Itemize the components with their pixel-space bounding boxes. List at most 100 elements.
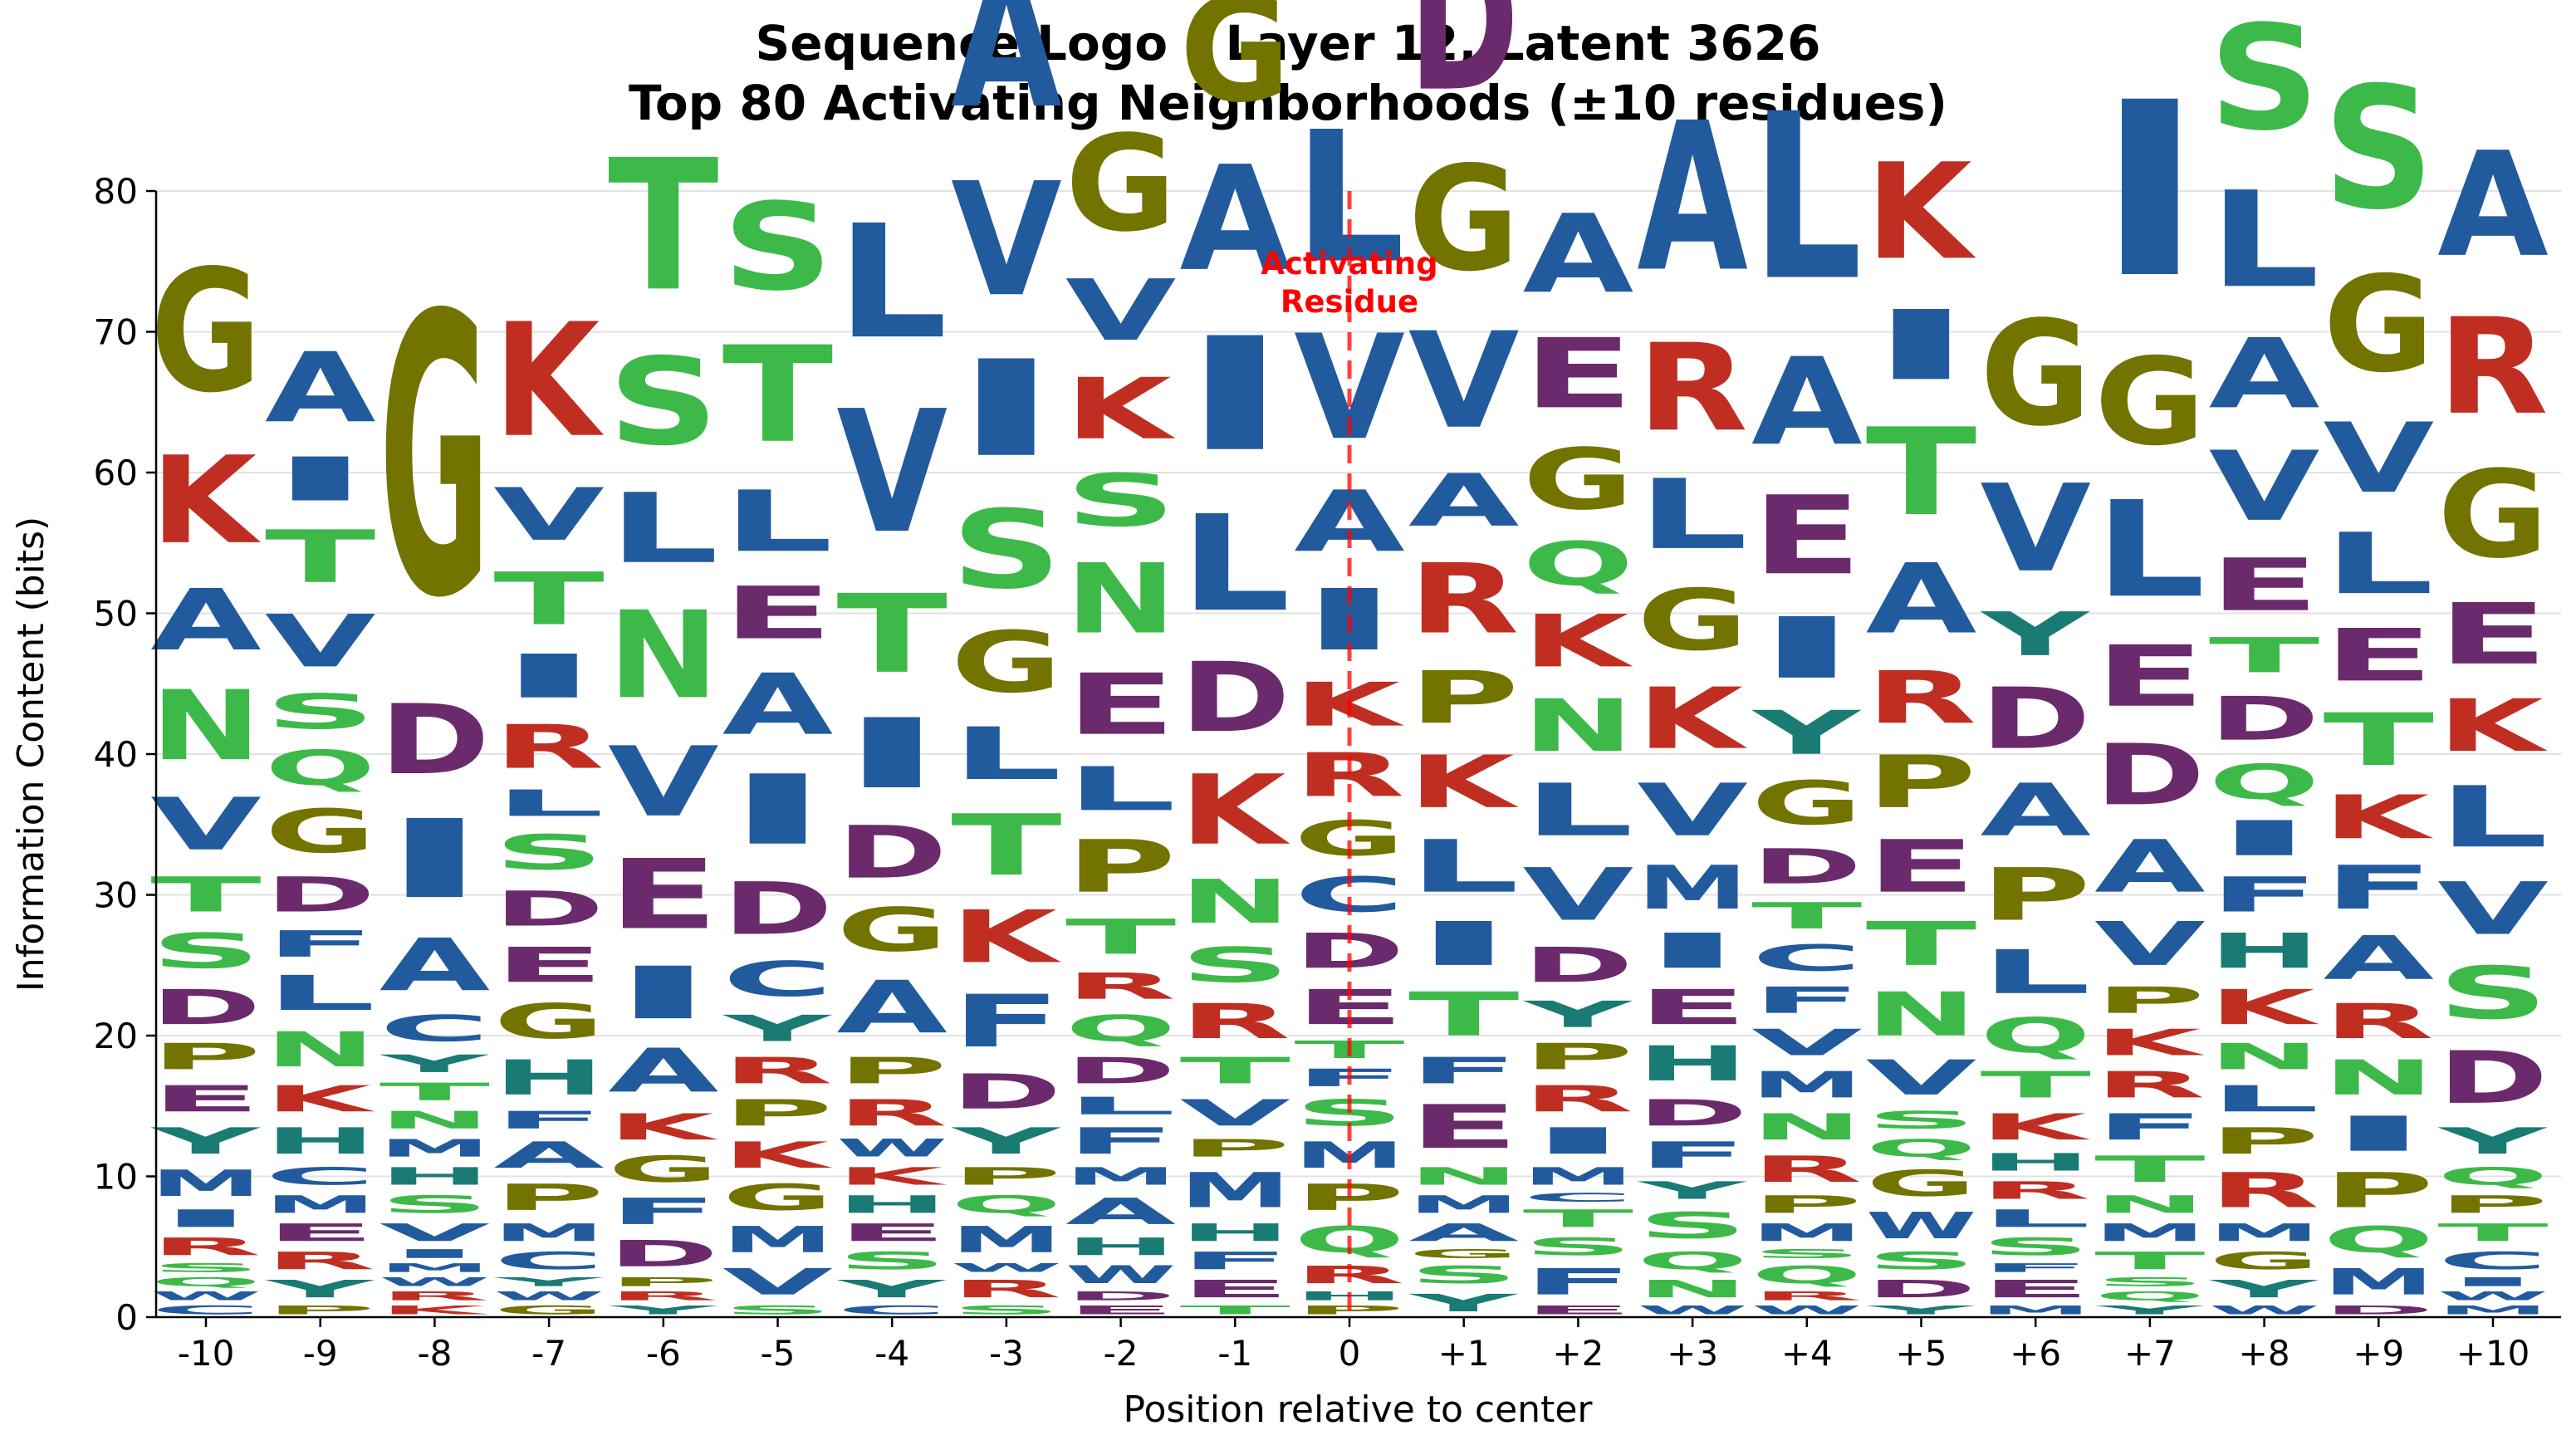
logo-letter: A	[1180, 135, 1291, 303]
logo-letter: P	[493, 1177, 605, 1219]
logo-letter: T	[150, 867, 262, 923]
logo-letter: S	[608, 333, 719, 473]
logo-letter: C	[1523, 1191, 1634, 1205]
logo-letter: W	[1751, 1303, 1863, 1317]
logo-letter: S	[265, 684, 376, 740]
logo-letter: A	[722, 657, 834, 755]
logo-letter: I	[1408, 909, 1520, 979]
logo-letter: R	[1866, 656, 1977, 740]
logo-letter: K	[493, 290, 604, 472]
logo-letter: G	[493, 993, 605, 1049]
logo-letter: R	[836, 1092, 948, 1134]
logo-letter: A	[951, 0, 1062, 149]
logo-letter: Q	[1523, 529, 1634, 600]
logo-letter: I	[1751, 600, 1863, 698]
logo-letter: V	[2209, 431, 2320, 543]
logo-letter: Y	[2208, 1276, 2319, 1304]
logo-letter: V	[2094, 909, 2206, 979]
logo-letter: I	[836, 698, 948, 810]
y-tick-label: 40	[94, 734, 138, 775]
y-tick-label: 30	[94, 875, 138, 916]
logo-letter: T	[1866, 909, 1977, 979]
logo-letter: A	[265, 332, 376, 444]
logo-letter: T	[951, 796, 1062, 894]
logo-letter: S	[2437, 952, 2549, 1036]
logo-letter: I	[608, 952, 719, 1036]
logo-letter: Q	[1751, 1261, 1863, 1289]
logo-letter: D	[150, 979, 262, 1036]
logo-letter: P	[2094, 980, 2206, 1022]
logo-letter: F	[1523, 1261, 1634, 1303]
logo-letter: G	[1523, 430, 1634, 528]
logo-letter: D	[1523, 938, 1634, 994]
logo-letter: E	[2437, 585, 2549, 683]
logo-letter: I	[150, 1205, 262, 1233]
logo-letter: R	[150, 1233, 262, 1261]
logo-letter: I	[380, 1247, 491, 1261]
logo-letter: S	[951, 487, 1062, 613]
logo-letter: H	[1180, 1219, 1291, 1247]
logo-letter: I	[1523, 1120, 1634, 1162]
logo-letter: N	[2094, 1191, 2206, 1219]
logo-letter: T	[722, 318, 834, 473]
logo-letter: S	[1866, 1106, 1977, 1134]
logo-letter: M	[1637, 854, 1748, 923]
logo-letter: P	[1180, 1134, 1291, 1163]
x-tick-label: -1	[1217, 1333, 1252, 1374]
logo-letter: N	[1065, 543, 1177, 655]
logo-letter: V	[1866, 1051, 1977, 1106]
logo-letter: C	[493, 1247, 605, 1275]
logo-letter: V	[265, 600, 376, 683]
logo-letter: F	[1980, 1261, 2091, 1275]
chart-subtitle: Top 80 Activating Neighborhoods (±10 res…	[629, 75, 1947, 131]
logo-letter: K	[150, 430, 261, 571]
logo-letter: R	[1751, 1149, 1863, 1191]
logo-letter: G	[1866, 1163, 1977, 1205]
logo-letter: F	[2324, 853, 2435, 923]
logo-letter: C	[722, 952, 834, 1007]
logo-letter: I	[2324, 1106, 2435, 1163]
grid-lines	[156, 190, 2561, 1178]
logo-letter: N	[2324, 1051, 2435, 1106]
logo-letter: R	[608, 1289, 719, 1303]
logo-letter: P	[1751, 1191, 1863, 1219]
logo-letter: R	[1408, 543, 1520, 655]
logo-letter: T	[836, 572, 948, 698]
logo-letter: R	[493, 713, 605, 782]
logo-letter: K	[1408, 741, 1520, 825]
logo-letter: T	[1408, 979, 1520, 1049]
logo-letter: L	[1065, 754, 1177, 825]
logo-letter: H	[1065, 1233, 1177, 1261]
logo-letter: Q	[1980, 1007, 2091, 1064]
x-tick-label: +4	[1781, 1333, 1833, 1374]
logo-letter: M	[1065, 1163, 1177, 1191]
logo-letter: K	[380, 1303, 491, 1317]
logo-letter: R	[722, 1050, 834, 1092]
logo-letter: D	[1751, 839, 1863, 895]
y-tick-label: 50	[94, 594, 138, 634]
logo-letter: W	[1866, 1205, 1977, 1247]
logo-letter: D	[1866, 1276, 1977, 1304]
logo-letter: R	[1637, 318, 1748, 458]
logo-letter: F	[265, 923, 376, 965]
logo-letter: G	[1180, 0, 1291, 135]
logo-letter: T	[2324, 698, 2435, 782]
logo-letter: V	[2437, 867, 2549, 951]
logo-letter: K	[1523, 600, 1634, 684]
logo-letter: K	[1866, 135, 1976, 290]
logo-letter: F	[1751, 980, 1863, 1021]
x-tick-label: -2	[1104, 1333, 1139, 1374]
logo-letter: E	[150, 1078, 262, 1119]
logo-letter: E	[1980, 1275, 2091, 1303]
y-tick-label: 80	[94, 171, 138, 212]
activating-residue-label: Residue	[1281, 284, 1418, 320]
logo-letter: Q	[951, 1190, 1062, 1218]
logo-letter: V	[493, 473, 605, 557]
logo-letter: N	[608, 585, 719, 725]
